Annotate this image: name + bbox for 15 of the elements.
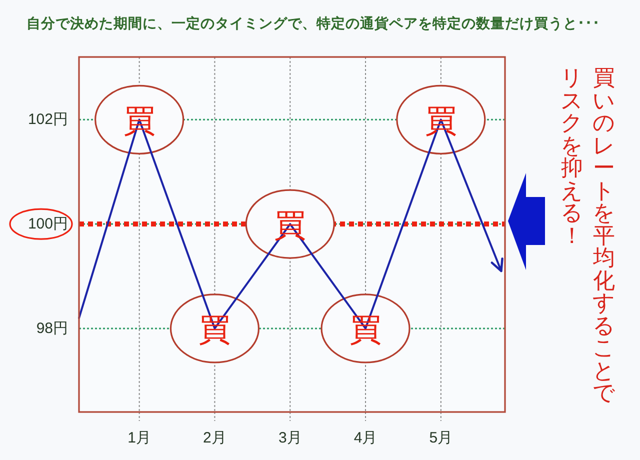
x-tick-label: 4月	[354, 430, 378, 446]
text: 買いのレートを平均化することでリスクを抑える！	[560, 66, 616, 406]
annotation: 買	[350, 310, 382, 348]
y-tick-label: 102円	[28, 111, 68, 128]
annotation: 買	[274, 206, 306, 244]
y-tick-label: 100円	[28, 216, 68, 233]
chart-title: 自分で決めた期間に、一定のタイミングで、特定の通貨ペアを特定の数量だけ買うと･･･	[26, 15, 600, 32]
x-tick-label: 1月	[128, 430, 151, 446]
annotation: 買	[123, 102, 156, 140]
x-tick-label: 2月	[203, 430, 226, 446]
y-tick-label: 98円	[36, 320, 68, 337]
x-tick-label: 5月	[429, 430, 453, 446]
x-tick-label: 3月	[278, 430, 302, 446]
annotation: 買	[424, 102, 457, 140]
annotation: 買	[198, 310, 231, 348]
